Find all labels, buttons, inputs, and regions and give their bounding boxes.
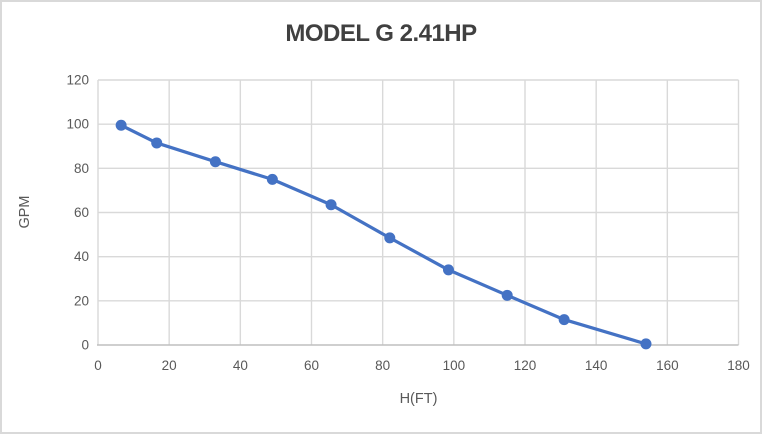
data-point-marker [266,173,278,185]
x-tick-label: 20 [162,358,177,373]
data-point-marker [325,199,337,211]
y-tick-label: 0 [81,338,89,353]
y-tick-label: 60 [74,205,89,220]
data-point-marker [384,232,396,244]
x-tick-label: 40 [233,358,248,373]
data-point-marker [209,156,221,168]
data-point-marker [442,264,454,276]
y-tick-label: 80 [74,161,89,176]
series-line [119,123,648,346]
x-tick-label: 120 [514,358,537,373]
y-tick-label: 20 [74,293,89,308]
x-tick-label: 0 [94,358,102,373]
x-tick-label: 140 [585,358,608,373]
x-tick-label: 80 [375,358,390,373]
x-tick-label: 180 [727,358,750,373]
x-tick-label: 60 [304,358,319,373]
data-point-marker [115,119,127,131]
x-tick-label: 160 [656,358,679,373]
data-point-marker [151,137,163,149]
chart-title: MODEL G 2.41HP [285,20,477,47]
y-tick-label: 40 [74,249,89,264]
data-point-marker [558,314,570,326]
y-axis-title: GPM [17,195,33,229]
y-tick-label: 100 [66,117,89,132]
x-tick-label: 100 [443,358,466,373]
data-point-marker [640,338,652,350]
y-tick-label: 120 [66,73,89,88]
data-point-marker [501,289,513,301]
x-axis-title: H(FT) [399,391,438,407]
